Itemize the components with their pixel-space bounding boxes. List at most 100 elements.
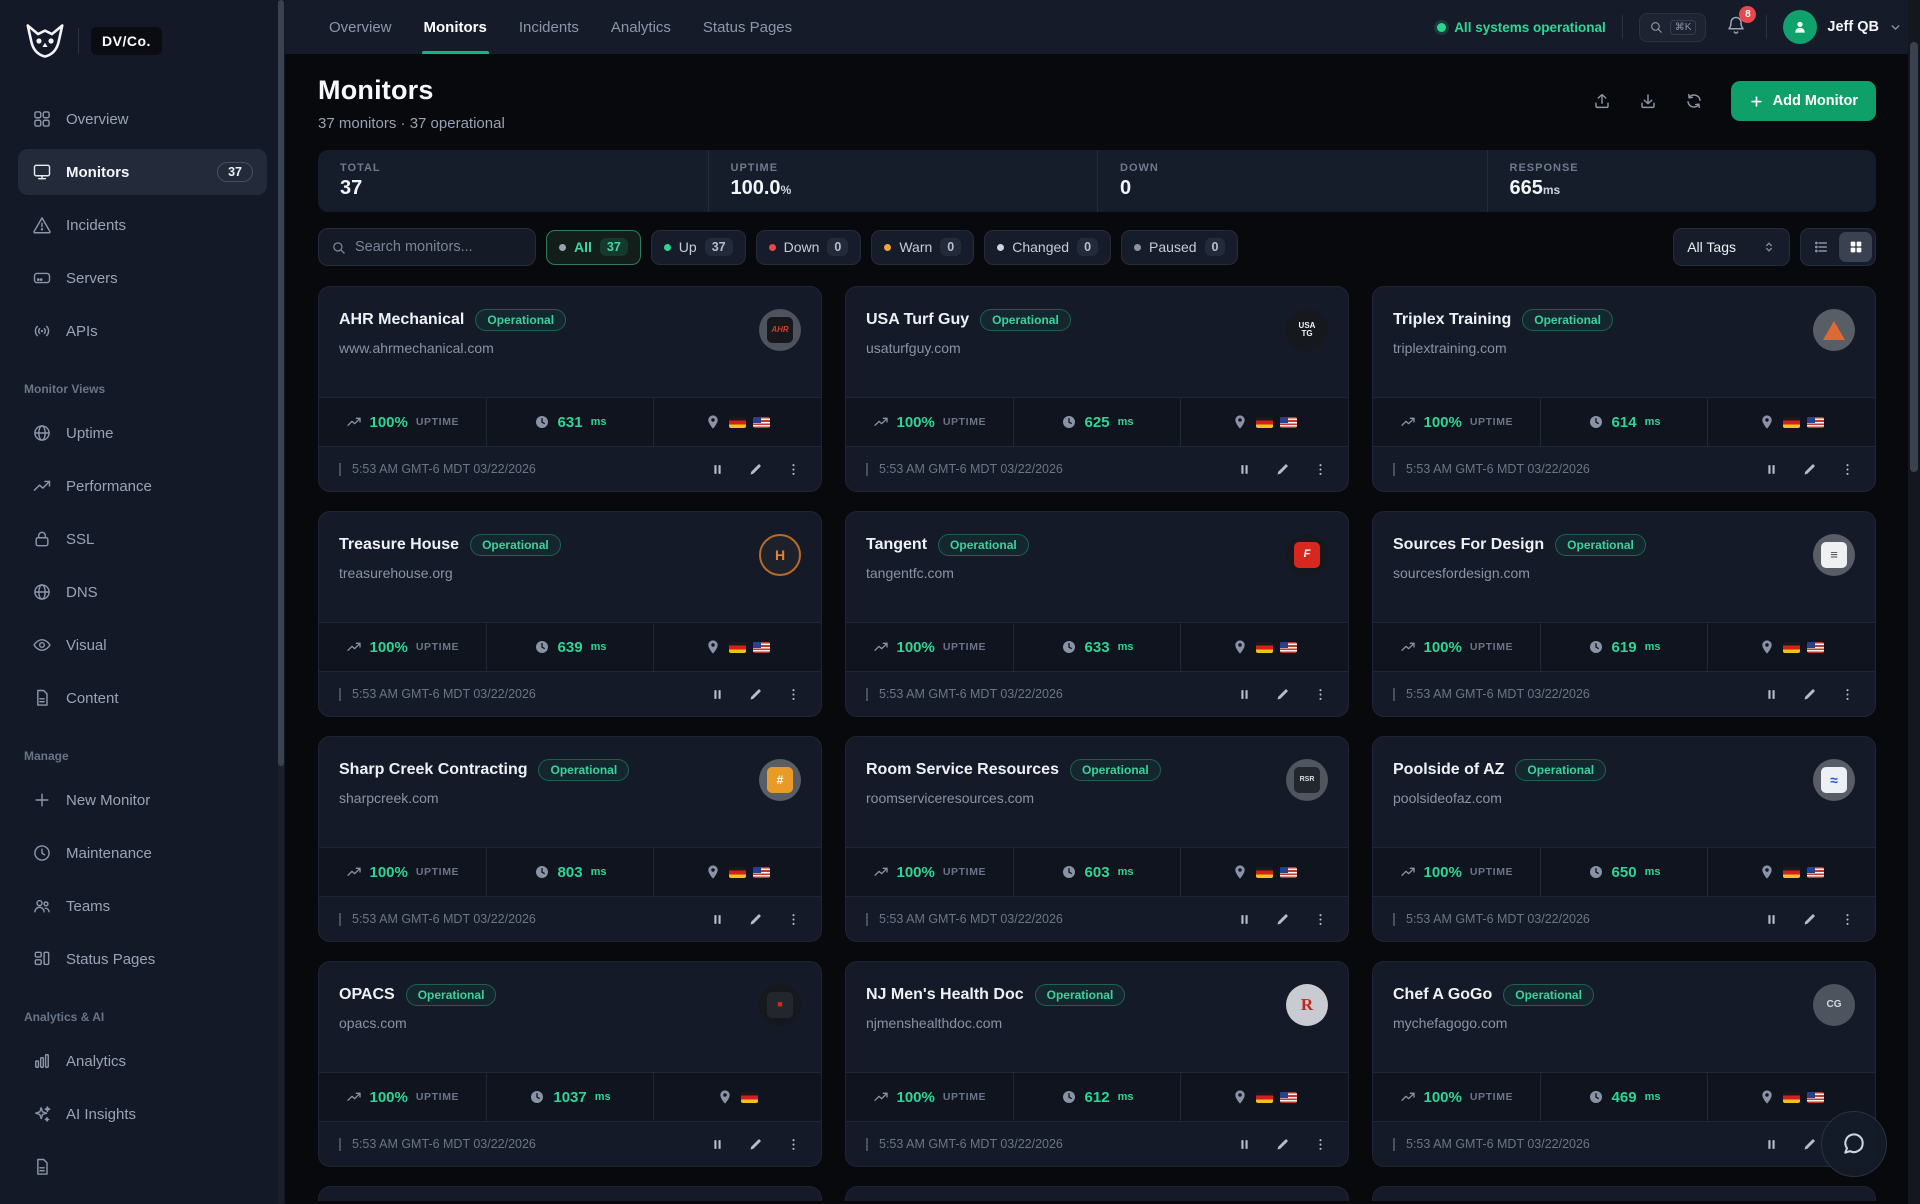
tab-incidents[interactable]: Incidents: [518, 18, 579, 36]
import-button[interactable]: [1629, 82, 1667, 120]
sidebar-item-performance[interactable]: Performance: [18, 463, 267, 509]
monitor-card[interactable]: Poolside of AZ Operational poolsideofaz.…: [1372, 736, 1876, 942]
sidebar-item-visual[interactable]: Visual: [18, 622, 267, 668]
tab-status-pages[interactable]: Status Pages: [702, 18, 793, 36]
pause-icon[interactable]: [1237, 1137, 1252, 1152]
monitor-card[interactable]: Sources For Design Operational sourcesfo…: [1372, 511, 1876, 717]
response-value: 619: [1611, 638, 1637, 656]
edit-icon[interactable]: [748, 462, 763, 477]
tags-dropdown[interactable]: All Tags: [1673, 228, 1790, 266]
edit-icon[interactable]: [1275, 1137, 1290, 1152]
export-button[interactable]: [1583, 82, 1621, 120]
edit-icon[interactable]: [1802, 1137, 1817, 1152]
sidebar-item-maintenance[interactable]: Maintenance: [18, 830, 267, 876]
sidebar-item-dns[interactable]: DNS: [18, 569, 267, 615]
monitor-card[interactable]: Treasure House Operational treasurehouse…: [318, 511, 822, 717]
kebab-menu-icon[interactable]: [1313, 1137, 1328, 1152]
user-menu[interactable]: Jeff QB: [1783, 10, 1902, 44]
sidebar-item-apis[interactable]: APIs: [18, 308, 267, 354]
monitor-card[interactable]: USA Turf Guy Operational usaturfguy.com …: [845, 286, 1349, 492]
sidebar-item-content[interactable]: Content: [18, 675, 267, 721]
edit-icon[interactable]: [1275, 462, 1290, 477]
edit-icon[interactable]: [1275, 912, 1290, 927]
brand[interactable]: DV/Co.: [18, 0, 267, 70]
kebab-menu-icon[interactable]: [1313, 462, 1328, 477]
location-pin-icon: [1762, 865, 1772, 879]
monitor-url: usaturfguy.com: [866, 340, 961, 356]
kebab-menu-icon[interactable]: [1840, 462, 1855, 477]
pause-icon[interactable]: [1764, 462, 1779, 477]
edit-icon[interactable]: [1802, 912, 1817, 927]
chat-widget-button[interactable]: [1821, 1111, 1887, 1177]
monitor-url: tangentfc.com: [866, 565, 954, 581]
pause-icon[interactable]: [710, 912, 725, 927]
sidebar-item-uptime[interactable]: Uptime: [18, 410, 267, 456]
edit-icon[interactable]: [748, 687, 763, 702]
monitor-card[interactable]: OPACS Operational opacs.com ■ 100% UPTIM…: [318, 961, 822, 1167]
sidebar-item-ai-insights[interactable]: AI Insights: [18, 1091, 267, 1137]
pause-icon[interactable]: [1764, 912, 1779, 927]
monitor-card[interactable]: Tangent Operational tangentfc.com F 100%…: [845, 511, 1349, 717]
kebab-menu-icon[interactable]: [786, 912, 801, 927]
kebab-menu-icon[interactable]: [1313, 687, 1328, 702]
edit-icon[interactable]: [1802, 687, 1817, 702]
global-search-button[interactable]: ⌘K: [1638, 12, 1707, 42]
monitor-search-input[interactable]: [355, 239, 523, 255]
sidebar-item-partial[interactable]: [18, 1144, 267, 1190]
pause-icon[interactable]: [710, 687, 725, 702]
uptime-value: 100%: [369, 1088, 408, 1106]
sidebar-item-status-pages[interactable]: Status Pages: [18, 936, 267, 982]
pause-icon[interactable]: [1237, 912, 1252, 927]
tab-analytics[interactable]: Analytics: [610, 18, 671, 36]
kebab-menu-icon[interactable]: [786, 1137, 801, 1152]
tab-monitors[interactable]: Monitors: [408, 0, 503, 54]
list-view-button[interactable]: [1804, 232, 1837, 262]
kebab-menu-icon[interactable]: [1840, 687, 1855, 702]
sidebar-item-new-monitor[interactable]: New Monitor: [18, 777, 267, 823]
sidebar-item-teams[interactable]: Teams: [18, 883, 267, 929]
filter-pill-warn[interactable]: Warn 0: [871, 229, 975, 265]
uptime-stat: 100% UPTIME: [319, 1073, 486, 1121]
pause-icon[interactable]: [710, 1137, 725, 1152]
kebab-menu-icon[interactable]: [1840, 912, 1855, 927]
notifications-button[interactable]: 8: [1722, 5, 1757, 44]
sidebar-item-servers[interactable]: Servers: [18, 255, 267, 301]
filter-pill-down[interactable]: Down 0: [755, 229, 862, 265]
monitor-card[interactable]: Sharp Creek Contracting Operational shar…: [318, 736, 822, 942]
refresh-button[interactable]: [1675, 82, 1713, 120]
sidebar-item-ssl[interactable]: SSL: [18, 516, 267, 562]
pause-icon[interactable]: [710, 462, 725, 477]
filter-pill-changed[interactable]: Changed 0: [984, 229, 1112, 265]
sidebar-section-list: New Monitor Maintenance Teams Status Pag…: [18, 777, 267, 982]
add-monitor-button[interactable]: Add Monitor: [1730, 81, 1876, 121]
sidebar-item-incidents[interactable]: Incidents: [18, 202, 267, 248]
pause-icon[interactable]: [1764, 1137, 1779, 1152]
sidebar-scrollbar-thumb[interactable]: [278, 0, 284, 766]
pause-icon[interactable]: [1764, 687, 1779, 702]
grid-view-button[interactable]: [1839, 232, 1872, 262]
filter-pill-up[interactable]: Up 37: [650, 229, 746, 265]
kebab-menu-icon[interactable]: [786, 687, 801, 702]
sidebar-item-monitors[interactable]: Monitors 37: [18, 149, 267, 195]
kebab-menu-icon[interactable]: [786, 462, 801, 477]
kebab-menu-icon[interactable]: [1313, 912, 1328, 927]
monitor-card[interactable]: Chef A GoGo Operational mychefagogo.com …: [1372, 961, 1876, 1167]
edit-icon[interactable]: [1275, 687, 1290, 702]
edit-icon[interactable]: [1802, 462, 1817, 477]
pause-icon[interactable]: [1237, 462, 1252, 477]
tab-overview[interactable]: Overview: [329, 18, 392, 36]
monitor-card[interactable]: Triplex Training Operational triplextrai…: [1372, 286, 1876, 492]
edit-icon[interactable]: [748, 1137, 763, 1152]
flag-de-icon: [1783, 416, 1801, 428]
sidebar-item-overview[interactable]: Overview: [18, 96, 267, 142]
page-scrollbar-thumb[interactable]: [1910, 42, 1918, 472]
filter-pill-paused[interactable]: Paused 0: [1121, 229, 1239, 265]
filter-pill-all[interactable]: All 37: [546, 229, 641, 265]
pause-icon[interactable]: [1237, 687, 1252, 702]
monitor-card[interactable]: AHR Mechanical Operational www.ahrmechan…: [318, 286, 822, 492]
sidebar-item-analytics[interactable]: Analytics: [18, 1038, 267, 1084]
monitor-search[interactable]: [318, 228, 536, 266]
monitor-card[interactable]: Room Service Resources Operational rooms…: [845, 736, 1349, 942]
monitor-card[interactable]: NJ Men's Health Doc Operational njmenshe…: [845, 961, 1349, 1167]
edit-icon[interactable]: [748, 912, 763, 927]
